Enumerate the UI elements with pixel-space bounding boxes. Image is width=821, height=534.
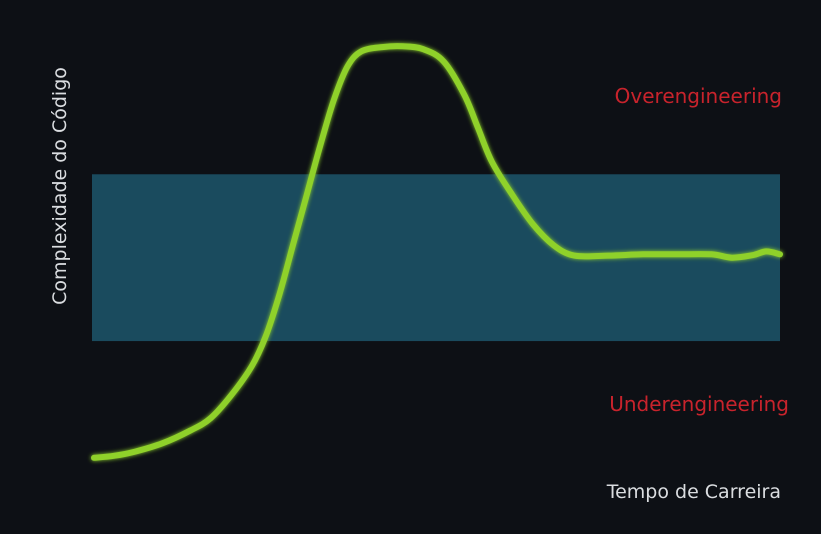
career-complexity-curve — [91, 43, 783, 461]
y-axis-label: Complexidade do Código — [49, 67, 71, 305]
annotation-underengineering: Underengineering — [609, 392, 789, 416]
x-axis-label: Tempo de Carreira — [606, 481, 781, 503]
band-region — [92, 174, 780, 342]
annotation-overengineering: Overengineering — [615, 84, 782, 108]
